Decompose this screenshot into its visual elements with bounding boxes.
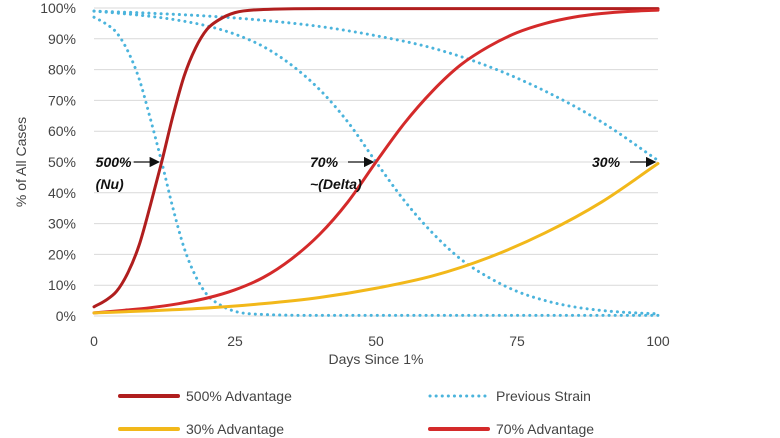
- annotation-label: ~(Delta): [310, 176, 362, 192]
- annotation-label: 70%: [310, 154, 339, 170]
- y-tick-label: 80%: [48, 62, 76, 78]
- legend-label: Previous Strain: [496, 388, 591, 404]
- y-tick-label: 70%: [48, 92, 76, 108]
- annotation-label: (Nu): [96, 176, 124, 192]
- annotation-label: 30%: [592, 154, 621, 170]
- y-tick-label: 30%: [48, 216, 76, 232]
- y-tick-label: 90%: [48, 31, 76, 47]
- y-tick-label: 100%: [40, 0, 76, 16]
- legend-label: 70% Advantage: [496, 421, 594, 437]
- y-axis-ticks: 0% 10% 20% 30% 40% 50% 60% 70% 80% 90% 100%: [40, 0, 76, 324]
- x-axis-title: Days Since 1%: [329, 351, 424, 367]
- y-tick-label: 10%: [48, 277, 76, 293]
- x-axis-ticks: 0 25 50 75 100: [90, 333, 670, 349]
- legend-label: 30% Advantage: [186, 421, 284, 437]
- y-tick-label: 50%: [48, 154, 76, 170]
- x-tick-label: 100: [646, 333, 670, 349]
- y-tick-label: 20%: [48, 246, 76, 262]
- annotations: 500% (Nu) 70% ~(Delta) 30%: [96, 154, 657, 192]
- series-line-70-advantage: [92, 8, 660, 315]
- y-axis-title: % of All Cases: [13, 117, 29, 207]
- series-lines: [92, 7, 660, 317]
- series-line-500-advantage: [92, 7, 660, 309]
- x-tick-label: 75: [509, 333, 525, 349]
- series-line-previous-strain-vs-30: [92, 9, 660, 162]
- y-tick-label: 40%: [48, 185, 76, 201]
- series-line-previous-strain-vs-500: [92, 15, 660, 317]
- annotation-label: 500%: [96, 154, 132, 170]
- y-tick-label: 60%: [48, 123, 76, 139]
- legend: 500% Advantage Previous Strain 30% Advanta…: [118, 388, 594, 437]
- legend-label: 500% Advantage: [186, 388, 292, 404]
- x-tick-label: 0: [90, 333, 98, 349]
- x-tick-label: 50: [368, 333, 384, 349]
- y-tick-label: 0%: [56, 308, 76, 324]
- x-tick-label: 25: [227, 333, 243, 349]
- series-line-30-advantage: [92, 162, 660, 315]
